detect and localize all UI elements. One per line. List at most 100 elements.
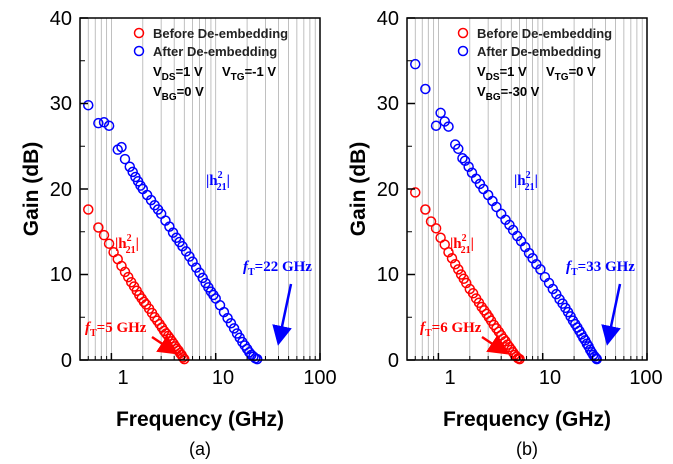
- data-point-before: [467, 288, 479, 299]
- series-label-before-a-h: |h: [115, 236, 127, 252]
- condition-vbg-a-sub: BG: [162, 92, 177, 103]
- condition-vds-a-v: V: [153, 64, 162, 79]
- ft-annotation-after-a-sub: T: [248, 267, 255, 278]
- data-point-before: [420, 204, 431, 215]
- data-point-after: [190, 262, 202, 273]
- series-label-before-b: |h2 21|: [450, 233, 474, 256]
- data-point-before: [179, 353, 190, 365]
- x-tick-label-a-1: 1: [117, 367, 128, 389]
- data-point-before: [98, 229, 110, 241]
- ft-arrow-before-b: [481, 335, 509, 355]
- data-point-before: [103, 238, 115, 249]
- data-point-before: [461, 277, 472, 289]
- condition-vds-a-sub: DS: [162, 72, 176, 83]
- y-axis-label-b: Gain (dB): [347, 142, 370, 237]
- data-point-after: [167, 227, 179, 238]
- data-point-after: [225, 317, 237, 329]
- ft-annotation-after-a-f: f: [243, 259, 250, 275]
- data-point-before: [430, 223, 442, 234]
- data-point-after: [551, 288, 562, 300]
- series-label-after-b-sup: 2: [526, 170, 531, 181]
- series-label-after-a-sup: 2: [218, 170, 223, 181]
- legend-marker-after-a: [133, 45, 145, 57]
- series-label-before-b-sup: 2: [462, 233, 467, 244]
- y-tick-label-a-30: 30: [50, 93, 72, 115]
- series-label-before-b-h: |h: [450, 236, 462, 252]
- condition-vds-b: VDS=1 V: [477, 64, 527, 83]
- series-label-after-b-sub: 21: [525, 182, 535, 193]
- condition-vtg-b-v: V: [546, 64, 555, 79]
- series-after-b: [410, 58, 603, 365]
- y-tick-label-b-10: 10: [377, 264, 399, 286]
- condition-vbg-a-v: V: [153, 84, 162, 99]
- x-tick-label-b-1: 1: [444, 367, 455, 389]
- condition-vds-b-v: V: [477, 64, 486, 79]
- data-point-before: [83, 204, 94, 215]
- ft-annotation-after-b-sub: T: [571, 267, 578, 278]
- y-tick-label-a-40: 40: [50, 8, 72, 30]
- condition-vbg-a-val: =0 V: [177, 84, 204, 99]
- condition-vds-b-val: =1 V: [500, 64, 527, 79]
- condition-vtg-a-val: =-1 V: [245, 64, 277, 79]
- series-label-after-b-h: |h: [514, 173, 526, 189]
- data-point-before: [122, 271, 134, 283]
- data-point-after: [410, 58, 421, 70]
- x-tick-label-b-10: 10: [539, 367, 561, 389]
- data-point-after: [228, 323, 240, 334]
- x-tick-label-b-100: 100: [629, 367, 662, 389]
- series-label-after-b: |h2 21|: [514, 170, 538, 193]
- condition-vbg-a: VBG=0 V: [153, 84, 204, 103]
- data-point-before: [446, 253, 458, 264]
- data-point-before: [425, 216, 437, 227]
- data-point-after: [116, 141, 127, 153]
- series-label-before-a: |h2 21|: [115, 233, 139, 256]
- series-label-after-a-sub: 21: [217, 182, 227, 193]
- legend-marker-after-b: [457, 45, 469, 57]
- data-point-before: [93, 222, 104, 233]
- data-point-before: [119, 266, 131, 278]
- panel-label-b: (b): [516, 439, 538, 459]
- data-point-after: [452, 143, 464, 155]
- condition-vbg-b-val: =-30 V: [501, 84, 540, 99]
- data-point-after: [251, 353, 263, 365]
- chart-panel-b: 0 10 20 30 40 1 10 100 Frequency (GHz) G…: [347, 8, 663, 459]
- legend-label-after-a: After De-embedding: [153, 44, 277, 59]
- series-label-before-b-bar: |: [471, 236, 474, 252]
- x-tick-label-a-10: 10: [212, 367, 234, 389]
- data-point-after: [491, 201, 502, 213]
- condition-vtg-a-v: V: [222, 64, 231, 79]
- series-label-after-a-bar: |: [227, 173, 230, 189]
- y-tick-label-b-0: 0: [388, 350, 399, 372]
- data-point-after: [589, 351, 600, 362]
- legend-marker-before-b: [457, 27, 469, 39]
- data-point-after: [222, 312, 233, 324]
- data-point-after: [430, 120, 442, 131]
- y-tick-label-b-40: 40: [377, 8, 399, 30]
- ft-arrow-after-a: [272, 283, 293, 346]
- legend-b: Before De-embedding After De-embedding: [457, 26, 612, 59]
- data-point-before: [511, 351, 522, 362]
- ft-annotation-before-a: fT=5 GHz: [85, 320, 147, 339]
- ft-annotation-before-a-f: f: [85, 320, 92, 336]
- data-point-before: [514, 353, 525, 365]
- ft-annotation-before-b-f: f: [420, 320, 427, 336]
- series-label-after-a-h: |h: [206, 173, 218, 189]
- data-point-after: [463, 161, 474, 173]
- series-label-before-a-sub: 21: [126, 245, 136, 256]
- ft-annotation-after-b-val: =33 GHz: [578, 259, 636, 275]
- ft-annotation-after-b: fT=33 GHz: [566, 259, 635, 278]
- ft-annotation-before-a-sub: T: [90, 328, 97, 339]
- y-tick-label-b-30: 30: [377, 93, 399, 115]
- data-point-after: [194, 267, 205, 279]
- data-point-after: [103, 120, 115, 131]
- data-point-after: [578, 332, 589, 344]
- ft-annotation-after-a: fT=22 GHz: [243, 259, 312, 278]
- data-point-after: [184, 251, 195, 262]
- condition-vbg-b-v: V: [477, 84, 486, 99]
- data-point-after: [124, 161, 136, 173]
- legend-label-before-a: Before De-embedding: [153, 26, 288, 41]
- data-point-before: [138, 296, 150, 308]
- ft-annotation-before-b-sub: T: [425, 328, 432, 339]
- data-point-before: [116, 260, 127, 272]
